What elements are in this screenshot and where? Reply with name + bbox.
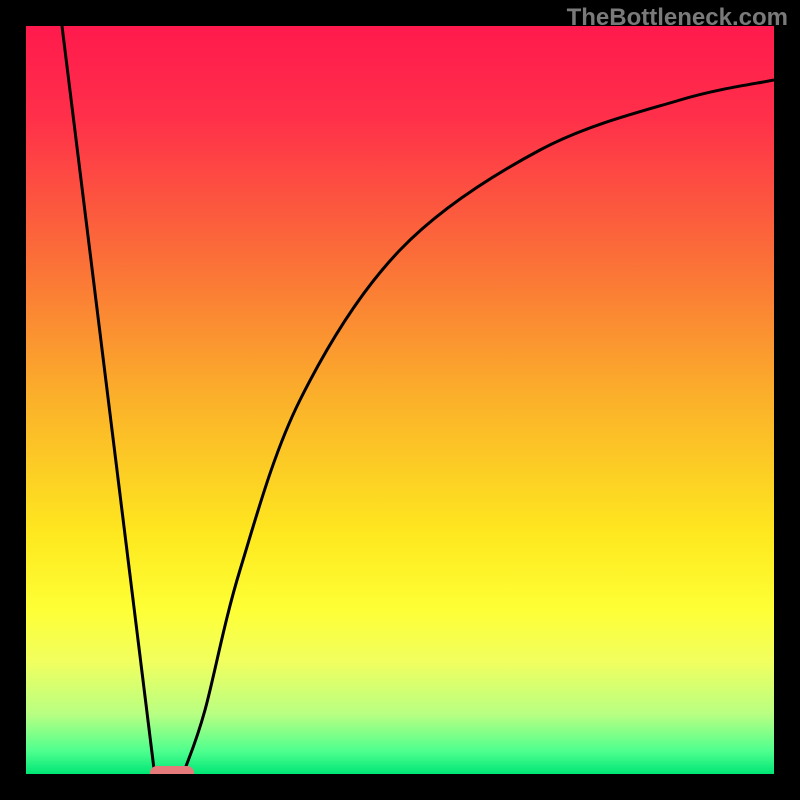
chart-svg	[0, 0, 800, 800]
watermark-text: TheBottleneck.com	[567, 4, 788, 32]
gradient-background	[26, 26, 774, 774]
bottleneck-chart: TheBottleneck.com	[0, 0, 800, 800]
